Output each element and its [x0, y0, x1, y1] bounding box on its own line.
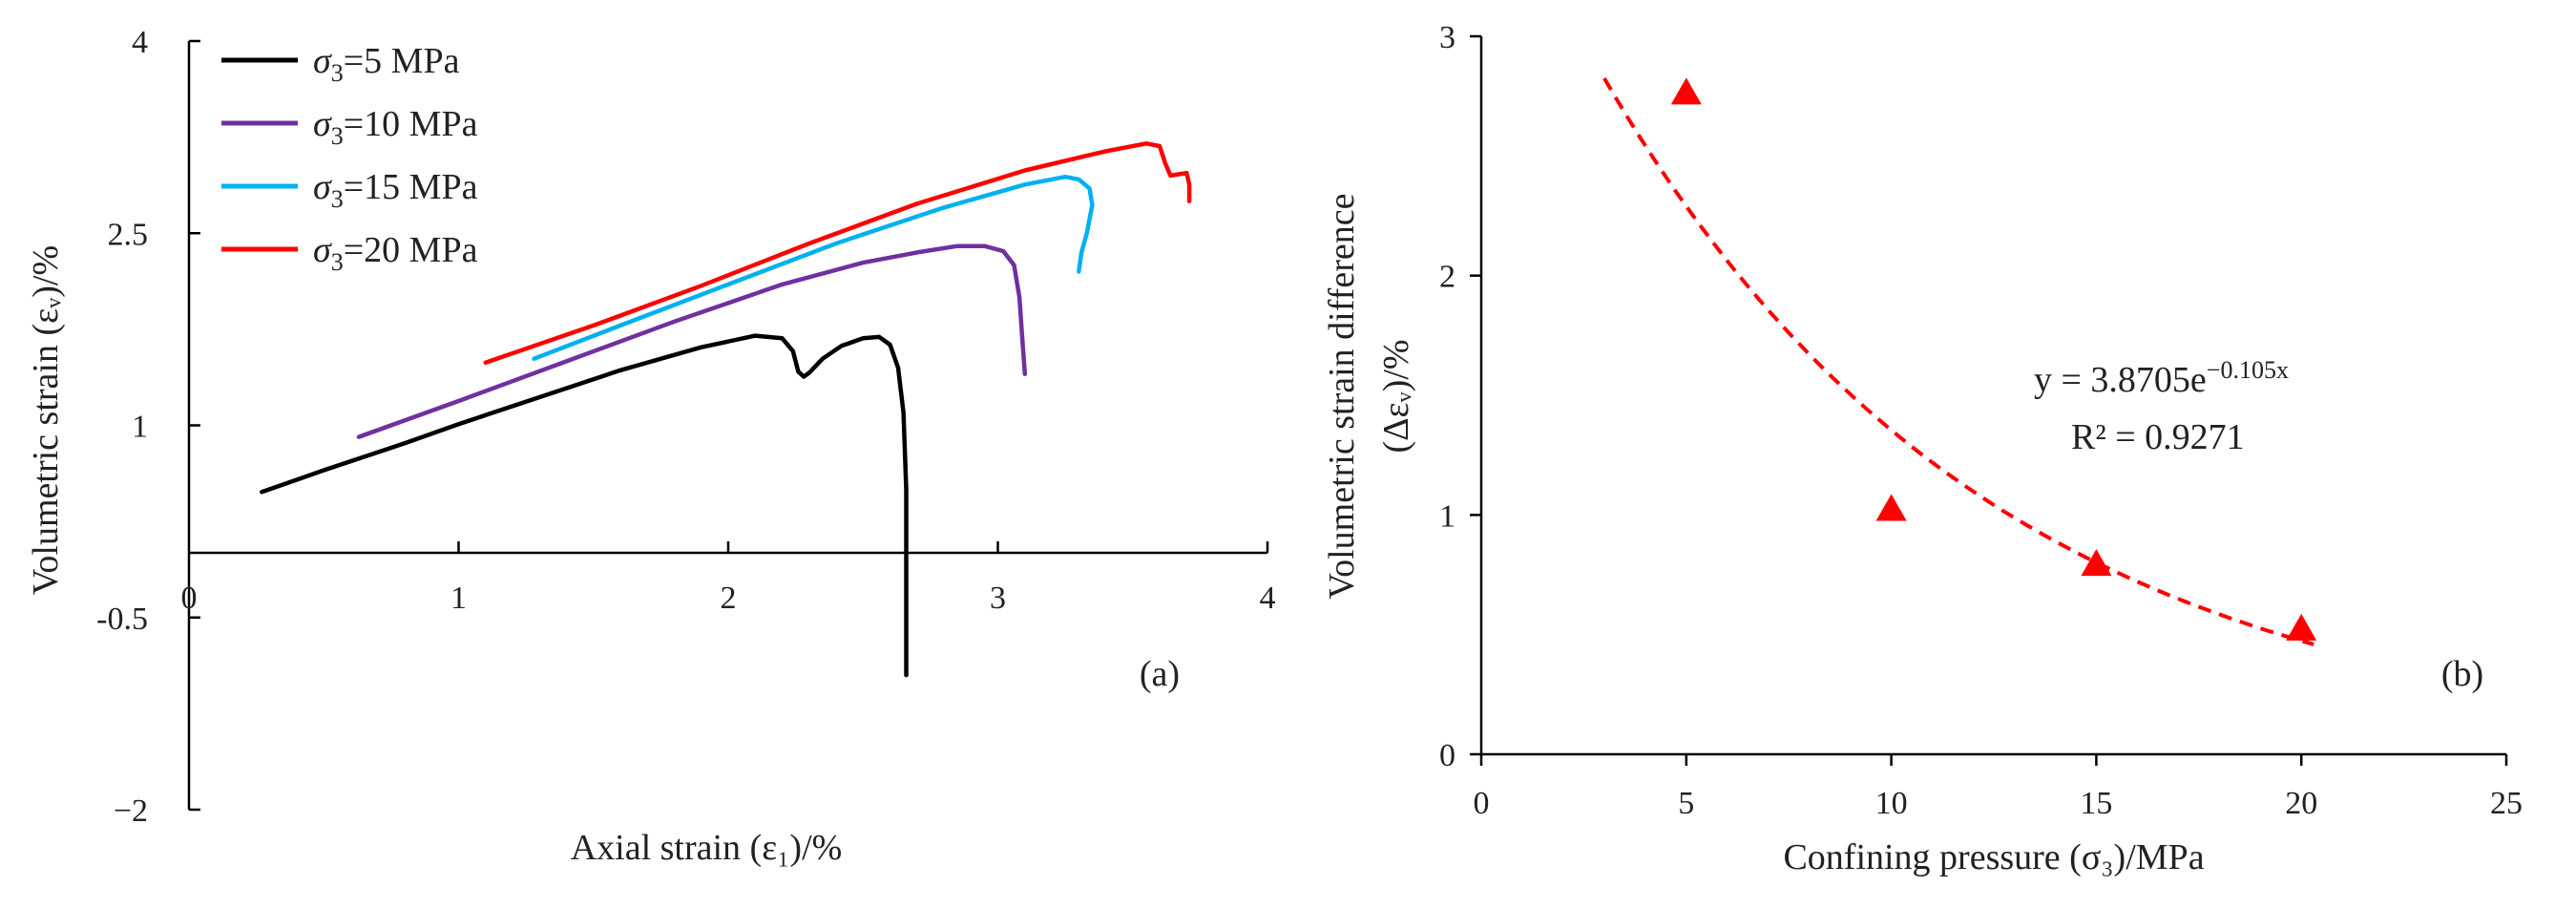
- chart-b-y-tick-label: 1: [1439, 498, 1456, 534]
- chart-b: 0 5 10 15 20 25 0 1 2 3 Confining pressure (σ₃)/…: [1322, 20, 2523, 877]
- chart-b-x-tick-label: 0: [1474, 786, 1490, 821]
- chart-b-x-tick-label: 10: [1875, 786, 1908, 821]
- chart-a-y-ticks: −2 -0.5 1 2.5 4: [96, 25, 200, 829]
- chart-b-x-ticks: 0 5 10 15 20 25: [1474, 754, 2523, 821]
- chart-a-x-tick-label: 2: [721, 581, 737, 616]
- chart-a-y-axis-title: Volumetric strain (εᵥ)/%: [26, 245, 66, 595]
- legend-label-0: σ3=5 MPa: [313, 41, 460, 87]
- chart-a-y-tick-label: -0.5: [96, 602, 148, 637]
- legend-label-1: σ3=10 MPa: [313, 104, 478, 150]
- chart-b-x-tick-label: 25: [2490, 786, 2523, 821]
- data-point-3: [2286, 613, 2317, 641]
- series-line-0: [260, 333, 909, 678]
- legend-item-3: σ3=20 MPa: [221, 230, 478, 276]
- chart-b-panel-label: (b): [2441, 654, 2483, 694]
- chart-b-y-axis-title-line1: Volumetric strain difference: [1322, 194, 1362, 600]
- chart-b-x-tick-label: 15: [2080, 786, 2112, 821]
- chart-b-x-tick-label: 5: [1678, 786, 1694, 821]
- legend-item-0: σ3=5 MPa: [221, 41, 460, 87]
- chart-b-y-ticks: 0 1 2 3: [1439, 20, 1481, 773]
- chart-a-x-tick-label: 4: [1260, 581, 1276, 616]
- chart-b-axes: [1479, 36, 2506, 756]
- series-line-3: [483, 141, 1192, 366]
- series-line-2: [532, 174, 1095, 361]
- chart-a-x-ticks: 0 1 2 3 4: [181, 541, 1276, 616]
- data-point-0: [1670, 77, 1702, 105]
- chart-b-points: [1670, 77, 2317, 641]
- trendline-equation: y = 3.8705e−0.105x: [2034, 356, 2289, 400]
- chart-a-x-tick-label: 3: [990, 581, 1006, 616]
- chart-a-axes: [187, 41, 1267, 810]
- chart-b-y-axis-title-line2: (Δεᵥ)/%: [1376, 339, 1416, 453]
- chart-a-series: [260, 141, 1192, 678]
- legend-item-1: σ3=10 MPa: [221, 104, 478, 150]
- chart-a: 0 1 2 3 4 −2 -0.5 1 2.5 4 Axial strain (ε₁)/% Vo…: [26, 25, 1276, 868]
- chart-a-x-axis-title: Axial strain (ε₁)/%: [571, 828, 843, 868]
- chart-b-y-tick-label: 3: [1439, 20, 1456, 55]
- data-point-1: [1875, 494, 1907, 521]
- chart-b-y-tick-label: 2: [1439, 260, 1456, 295]
- chart-b-x-tick-label: 20: [2285, 786, 2317, 821]
- chart-a-y-tick-label: 1: [132, 410, 148, 445]
- chart-b-x-axis-title: Confining pressure (σ₃)/MPa: [1783, 837, 2204, 877]
- data-point-2: [2081, 549, 2112, 577]
- legend-item-2: σ3=15 MPa: [221, 167, 478, 213]
- chart-a-x-tick-label: 1: [450, 581, 467, 616]
- chart-a-y-tick-label: 4: [132, 25, 148, 60]
- chart-a-y-tick-label: 2.5: [108, 217, 149, 252]
- chart-a-x-tick-label: 0: [181, 581, 198, 616]
- chart-a-panel-label: (a): [1140, 654, 1180, 694]
- chart-a-y-tick-label: −2: [114, 793, 148, 829]
- chart-b-y-tick-label: 0: [1439, 738, 1456, 773]
- trendline-r-squared: R² = 0.9271: [2071, 417, 2245, 457]
- legend-label-3: σ3=20 MPa: [313, 230, 478, 276]
- chart-a-legend: σ3=5 MPa σ3=10 MPa σ3=15 MPa σ3=20 MPa: [221, 41, 478, 276]
- series-line-1: [356, 243, 1028, 439]
- legend-label-2: σ3=15 MPa: [313, 167, 478, 213]
